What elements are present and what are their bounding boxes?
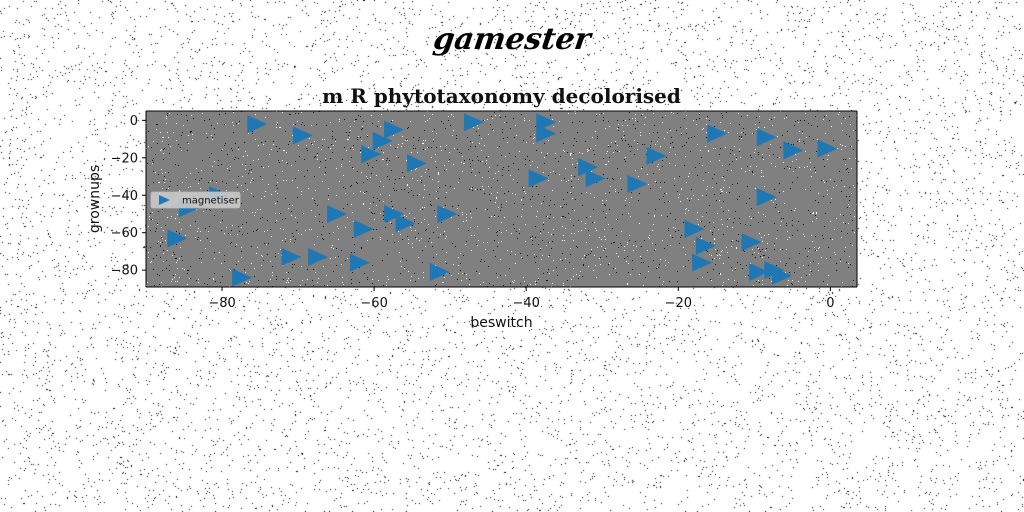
data-point <box>247 115 268 134</box>
data-point <box>308 248 329 267</box>
data-point <box>232 268 253 287</box>
data-point <box>646 146 667 165</box>
data-point <box>536 124 557 143</box>
data-point <box>783 141 804 160</box>
data-point <box>627 175 648 194</box>
data-point <box>692 253 713 272</box>
data-point <box>578 158 599 177</box>
x-tick-label: −40 <box>512 296 539 311</box>
data-point <box>353 219 374 238</box>
data-point <box>585 169 606 188</box>
x-tick-label: −80 <box>208 296 235 311</box>
y-tick-label: 0 <box>130 114 138 129</box>
data-points <box>167 113 838 287</box>
y-tick-label: −20 <box>111 151 138 166</box>
legend-label: magnetiser <box>182 196 240 207</box>
legend-marker-icon <box>159 195 170 205</box>
data-point <box>167 229 188 248</box>
data-point <box>406 154 427 173</box>
y-tick-label: −60 <box>111 226 138 241</box>
data-point <box>756 188 777 207</box>
data-point <box>349 253 370 272</box>
plot-area <box>146 111 857 287</box>
data-point <box>395 214 416 233</box>
data-point <box>384 204 405 223</box>
x-tick-label: 0 <box>826 296 834 311</box>
data-point <box>361 145 382 164</box>
data-point <box>707 124 728 143</box>
data-point <box>749 263 770 282</box>
data-point <box>429 263 450 282</box>
data-point <box>372 131 393 150</box>
x-tick-label: −20 <box>665 296 692 311</box>
x-tick-label: −60 <box>360 296 387 311</box>
y-tick-label: −40 <box>111 189 138 204</box>
data-point <box>756 128 777 147</box>
data-point <box>437 204 458 223</box>
chart-title: m R phytotaxonomy decolorised <box>322 84 681 108</box>
data-point <box>741 233 762 252</box>
data-point <box>684 219 705 238</box>
data-point <box>327 204 348 223</box>
legend: magnetiser <box>150 191 241 209</box>
data-point <box>384 120 405 139</box>
data-point <box>528 169 549 188</box>
data-point <box>771 266 792 285</box>
data-point <box>817 139 838 158</box>
data-point <box>292 126 313 145</box>
y-axis-label: grownups <box>87 165 103 233</box>
data-point <box>281 248 302 267</box>
x-axis-label: beswitch <box>470 315 532 331</box>
legend-box <box>150 191 241 209</box>
data-point <box>463 113 484 132</box>
data-point <box>695 236 716 255</box>
y-tick-label: −80 <box>111 264 138 279</box>
axes: −80 −60 −40 −20 0 0 −20 −40 −60 −80 <box>111 110 858 311</box>
